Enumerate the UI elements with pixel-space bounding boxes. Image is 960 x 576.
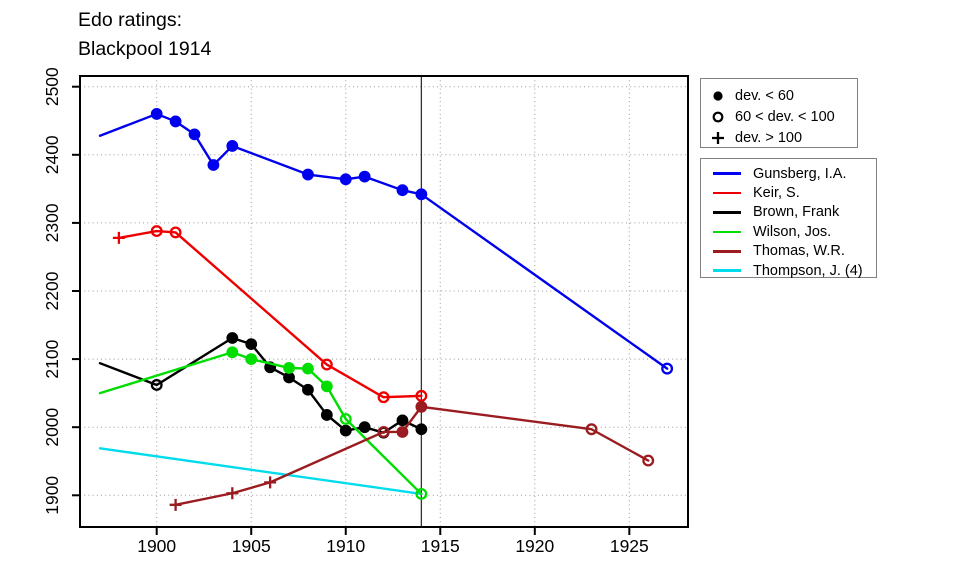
series-line-thomas xyxy=(174,405,650,507)
chart-title-line2: Blackpool 1914 xyxy=(78,38,212,60)
series-legend-label: Wilson, Jos. xyxy=(753,223,832,240)
x-tick-label-1910: 1910 xyxy=(326,536,365,556)
marker-keir-1914 xyxy=(415,389,428,402)
marker-wilson-1905 xyxy=(245,353,258,366)
y-tick-label-2100: 2100 xyxy=(42,339,62,378)
marker-brown-1913 xyxy=(396,414,409,427)
chart-title: Edo ratings: Blackpool 1914 xyxy=(78,6,211,64)
series-legend-item: Wilson, Jos. xyxy=(701,222,876,241)
marker-brown-1908 xyxy=(302,383,314,396)
filled-circle-icon xyxy=(713,90,723,101)
marker-thomas-1914 xyxy=(415,400,428,413)
x-tick-label-1905: 1905 xyxy=(232,536,271,556)
series-legend-label: Brown, Frank xyxy=(753,204,840,221)
series-color-swatch xyxy=(713,191,741,195)
marker-wilson-1910 xyxy=(339,413,352,425)
marker-gunsberg-1927 xyxy=(661,362,674,375)
series-line-keir xyxy=(117,229,423,399)
x-tick-label-1900: 1900 xyxy=(137,536,176,556)
marker-gunsberg-1903 xyxy=(207,159,220,171)
series-color-swatch xyxy=(713,172,741,175)
marker-gunsberg-1904 xyxy=(226,140,239,152)
marker-brown-1910 xyxy=(339,424,352,437)
series-legend-label: Keir, S. xyxy=(753,185,800,202)
marker-legend-label: dev. < 60 xyxy=(735,87,794,104)
series-color-swatch xyxy=(713,211,741,214)
marker-gunsberg-1911 xyxy=(358,170,371,183)
series-legend-item: Thomas, W.R. xyxy=(701,242,876,261)
marker-keir-1898 xyxy=(112,231,125,244)
marker-gunsberg-1900 xyxy=(150,108,163,120)
marker-legend-label: 60 < dev. < 100 xyxy=(735,108,835,125)
marker-brown-1909 xyxy=(320,409,333,421)
marker-gunsberg-1901 xyxy=(169,115,182,128)
marker-brown-1904 xyxy=(226,332,239,344)
marker-wilson-1908 xyxy=(302,362,314,375)
x-tick-label-1920: 1920 xyxy=(515,536,554,556)
series-color-swatch xyxy=(713,269,741,272)
marker-brown-1911 xyxy=(358,421,371,434)
marker-thomas-1901 xyxy=(169,498,182,511)
marker-wilson-1904 xyxy=(226,346,239,359)
series-legend: Gunsberg, I.A. Keir, S. Brown, Frank Wilson… xyxy=(700,158,877,280)
series-color-swatch xyxy=(713,249,741,253)
series-legend-item: Keir, S. xyxy=(701,183,876,202)
marker-gunsberg-1913 xyxy=(396,184,409,197)
y-tick-label-2500: 2500 xyxy=(42,67,62,106)
marker-thomas-1926 xyxy=(642,454,655,467)
marker-keir-1912 xyxy=(377,391,390,404)
chart-title-line1: Edo ratings: xyxy=(78,9,183,31)
series-line-wilson xyxy=(98,351,423,496)
x-tick-label-1915: 1915 xyxy=(421,536,460,556)
series-legend-label: Gunsberg, I.A. xyxy=(753,165,847,182)
marker-brown-1900 xyxy=(150,379,163,391)
marker-keir-1909 xyxy=(320,358,333,371)
marker-thomas-1913 xyxy=(396,426,409,438)
marker-gunsberg-1914 xyxy=(415,188,428,201)
marker-legend-item: 60 < dev. < 100 xyxy=(701,106,857,127)
marker-gunsberg-1908 xyxy=(302,168,314,181)
marker-gunsberg-1910 xyxy=(339,173,352,186)
series-legend-label: Thompson, J. (4) xyxy=(753,262,863,279)
y-tick-label-1900: 1900 xyxy=(42,476,62,515)
marker-keir-1901 xyxy=(169,226,182,239)
series-legend-item: Gunsberg, I.A. xyxy=(701,164,876,183)
open-circle-icon xyxy=(712,111,724,122)
y-tick-label-2400: 2400 xyxy=(42,135,62,174)
marker-wilson-1914 xyxy=(415,487,428,500)
series-legend-item: Thompson, J. (4) xyxy=(701,261,876,280)
marker-thomas-1923 xyxy=(585,423,598,436)
series-color-swatch xyxy=(713,230,741,234)
marker-keir-1900 xyxy=(150,225,163,238)
marker-thomas-1904 xyxy=(226,487,239,500)
series-legend-item: Brown, Frank xyxy=(701,203,876,222)
y-tick-label-2200: 2200 xyxy=(42,271,62,310)
marker-wilson-1909 xyxy=(320,380,333,393)
marker-legend-item: dev. > 100 xyxy=(701,127,857,148)
marker-thomas-1912 xyxy=(377,426,390,438)
marker-legend-label: dev. > 100 xyxy=(735,129,803,146)
y-tick-label-2000: 2000 xyxy=(42,407,62,446)
series-legend-label: Thomas, W.R. xyxy=(753,243,845,260)
plot-border xyxy=(79,75,689,528)
marker-gunsberg-1902 xyxy=(188,128,201,141)
y-tick-label-2300: 2300 xyxy=(42,203,62,242)
marker-thomas-1906 xyxy=(264,476,277,489)
series-line-brown xyxy=(98,336,423,434)
marker-legend-item: dev. < 60 xyxy=(701,85,857,106)
series-line-thompson xyxy=(98,447,423,496)
marker-legend: dev. < 60 60 < dev. < 100 dev. > 100 xyxy=(700,78,858,148)
x-tick-label-1925: 1925 xyxy=(610,536,649,556)
plus-icon xyxy=(712,131,724,144)
marker-wilson-1907 xyxy=(283,362,295,374)
marker-brown-1914 xyxy=(415,423,428,436)
marker-brown-1905 xyxy=(245,338,258,351)
